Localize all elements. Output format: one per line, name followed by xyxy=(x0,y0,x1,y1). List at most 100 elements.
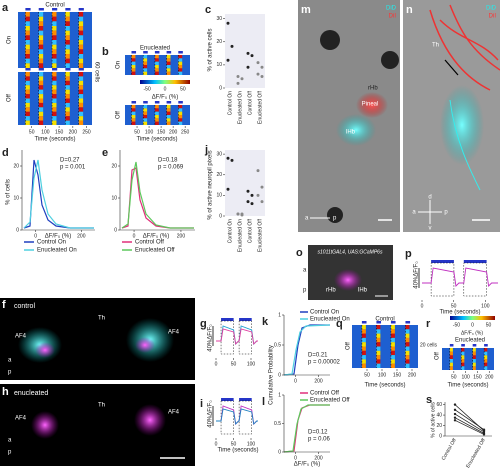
heatmap-cell xyxy=(52,58,57,64)
stimulus-bar xyxy=(65,68,71,71)
heatmap-cell xyxy=(390,342,395,347)
heatmap-cell xyxy=(484,366,488,370)
heatmap-cell xyxy=(52,21,57,26)
heatmap-cell xyxy=(65,116,70,121)
heatmap-cell xyxy=(178,118,183,122)
colorbar-tick-label: -50 xyxy=(144,86,151,92)
heatmap-cell xyxy=(131,115,136,119)
y-tick-label: 0.5 xyxy=(274,342,281,348)
heatmap-cell xyxy=(38,94,44,99)
heatmap-cell xyxy=(65,72,70,77)
colorbar-tick-label: 50 xyxy=(180,86,186,92)
panel-title: Enucleated xyxy=(140,46,170,52)
heatmap-cell xyxy=(52,116,57,121)
heatmap-cell xyxy=(376,350,381,356)
heatmap-cell xyxy=(78,76,84,81)
heatmap-cell xyxy=(52,63,57,68)
heatmap-cell xyxy=(484,351,488,356)
heatmap-cell xyxy=(390,359,395,364)
heatmap-cell xyxy=(38,107,44,112)
stimulus-bar xyxy=(143,51,148,54)
heatmap-cell xyxy=(52,16,57,22)
heatmap-cell xyxy=(178,115,183,119)
heatmap-cell xyxy=(25,107,30,112)
colorbar-tick-label: 0 xyxy=(471,322,474,328)
x-tick-label: Control Off xyxy=(247,90,253,115)
y-axis-label: 40%ΔF/F₀ xyxy=(208,400,214,428)
data-point xyxy=(250,202,254,206)
data-point xyxy=(453,408,457,412)
heatmap-cell xyxy=(405,325,410,330)
stimulus-bar xyxy=(78,8,84,11)
heatmap-cell xyxy=(461,348,465,352)
heatmap-cell xyxy=(178,65,183,69)
heatmap-cell xyxy=(484,355,488,359)
heatmap-cell xyxy=(390,333,395,338)
heatmap-cell xyxy=(38,63,44,68)
heatmap-cell xyxy=(52,35,57,40)
y-tick-label: 20 xyxy=(436,423,442,429)
heatmap-cell xyxy=(25,120,30,125)
stain xyxy=(336,114,376,146)
heatmap-cell xyxy=(361,350,366,356)
colorbar-tick-label: -50 xyxy=(453,322,460,328)
heatmap-cell xyxy=(65,49,70,54)
data-point xyxy=(482,433,486,436)
y-tick-label: 0 xyxy=(278,449,281,455)
heatmap-cell xyxy=(78,21,84,26)
stimulus-bar xyxy=(178,101,183,104)
colorbar-label: ΔF/F₀ (%) xyxy=(461,330,483,336)
heatmap-cell xyxy=(52,107,57,112)
heatmap-cell xyxy=(361,337,366,343)
stimulus-box xyxy=(238,320,252,355)
region-label: Th xyxy=(98,316,105,322)
heatmap-cell xyxy=(390,355,395,360)
heatmap-cell xyxy=(78,80,84,86)
heatmap-cell xyxy=(461,366,465,370)
heatmap-cell xyxy=(52,76,57,81)
x-tick-label: 200 xyxy=(177,233,186,239)
x-tick-label: 50 xyxy=(364,372,370,378)
heatmap-cell xyxy=(472,362,476,367)
data-point xyxy=(453,419,457,422)
heatmap-cell xyxy=(166,58,171,62)
heatmap-cell xyxy=(52,30,57,36)
data-point xyxy=(236,74,240,78)
heatmap-cell xyxy=(405,337,410,343)
heatmap-cell xyxy=(25,54,30,59)
x-axis-label: Time (seconds) xyxy=(136,137,177,143)
stimulus-bar xyxy=(38,8,44,11)
heatmap-cell xyxy=(52,94,57,99)
heatmap-cell xyxy=(25,102,30,108)
stimulus-bar xyxy=(154,51,160,54)
x-axis-label: ΔF/F₀ (%) xyxy=(45,234,72,240)
heatmap-cell xyxy=(143,105,148,109)
heatmap-cell xyxy=(178,58,183,62)
stain xyxy=(135,337,155,353)
data-point xyxy=(230,44,234,48)
x-tick-label: 150 xyxy=(473,374,482,380)
heatmap-cell xyxy=(52,40,57,45)
heatmap-cell xyxy=(38,16,44,22)
y-tick-label: 0 xyxy=(114,227,117,233)
data-point xyxy=(482,428,486,431)
data-point xyxy=(260,74,264,78)
heatmap-cell xyxy=(65,54,70,59)
eye xyxy=(327,207,343,223)
heatmap-cell xyxy=(154,61,159,65)
y-tick-label: 0.5 xyxy=(274,421,281,427)
panel-letter: a xyxy=(2,2,9,14)
heatmap-cell xyxy=(484,348,488,352)
heatmap-cell xyxy=(390,346,395,351)
data-point xyxy=(250,193,254,197)
heatmap-cell xyxy=(65,63,70,68)
heatmap-cell xyxy=(154,115,159,119)
y-axis-label: % of active cells xyxy=(208,28,214,71)
heatmap-cell xyxy=(484,362,488,367)
stat: p = 0.001 xyxy=(60,165,86,171)
region-label: lHb xyxy=(358,288,368,294)
panel-title: Control xyxy=(375,317,394,323)
stimulus-bar xyxy=(449,344,454,347)
heatmap-cell xyxy=(449,366,453,370)
heatmap-cell xyxy=(38,76,44,81)
